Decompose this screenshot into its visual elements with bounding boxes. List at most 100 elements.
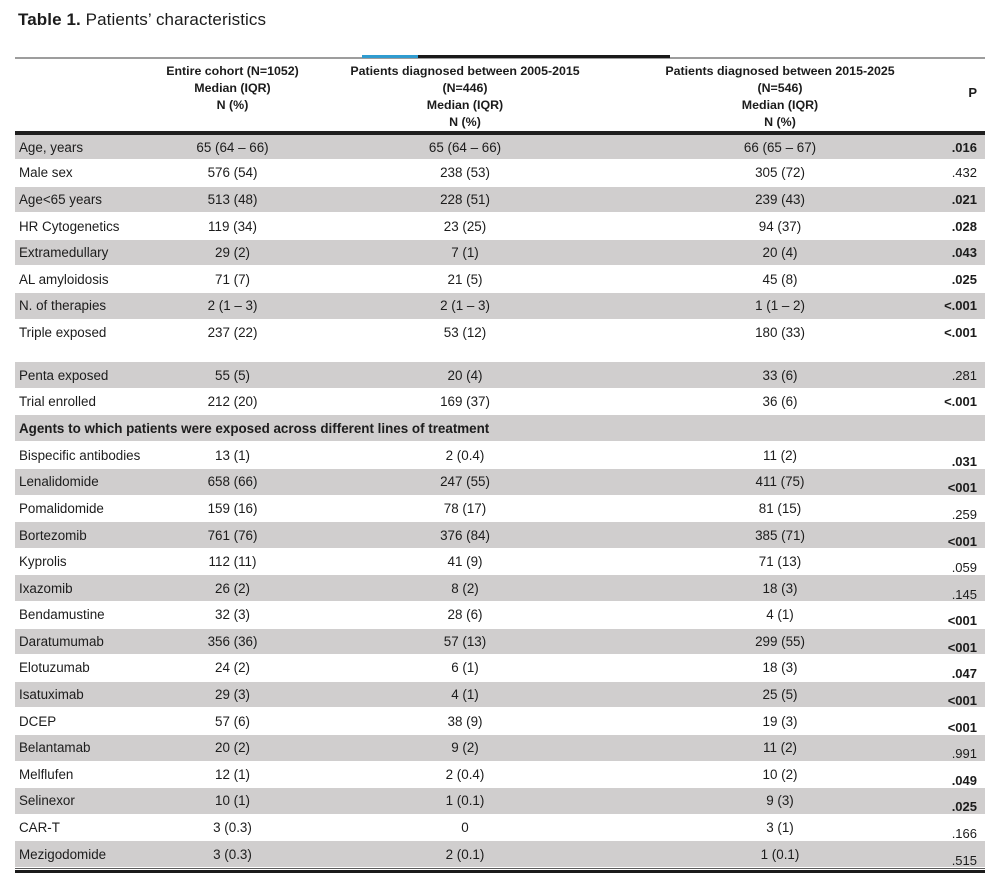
cohort-2005-2015-value-cell: 20 (4): [300, 361, 630, 389]
table-row: Age, years 65 (64 – 66) 65 (64 – 66) 66 (65…: [15, 132, 985, 161]
table-row: Triple exposed 237 (22) 53 (12) 180 (33) <.0…: [15, 318, 985, 347]
table-bottom-rule: [15, 867, 985, 874]
cohort-2015-2025-value-cell: 11 (2): [630, 441, 930, 470]
section-header-row: Agents to which patients were exposed ac…: [15, 414, 985, 443]
p-value-cell: <001: [930, 601, 985, 629]
entire-cohort-value-cell: 3 (0.3): [165, 813, 300, 842]
header-accent-line-blue: [362, 55, 418, 58]
row-label-cell: Age, years: [15, 132, 165, 161]
table-row: AL amyloidosis 71 (7) 21 (5) 45 (8) .025: [15, 265, 985, 294]
entire-cohort-value-cell: 65 (64 – 66): [165, 132, 300, 161]
p-value: .281: [951, 367, 977, 383]
table-row: Lenalidomide 658 (66) 247 (55) 411 (75) <001: [15, 468, 985, 496]
cohort-2015-2025-value-cell: 1 (1 – 2): [630, 292, 930, 320]
p-value-cell: <001: [930, 707, 985, 735]
cohort-2015-2025-value-cell: 94 (37): [630, 212, 930, 240]
cohort-2005-2015-value-cell: 0: [300, 813, 630, 842]
table-row: Male sex 576 (54) 238 (53) 305 (72) .432: [15, 159, 985, 187]
cohort-2005-2015-value-cell: 2 (0.4): [300, 441, 630, 470]
p-value-cell: .145: [930, 574, 985, 602]
cohort-2005-2015-value-cell: 23 (25): [300, 212, 630, 240]
table-row: N. of therapies 2 (1 – 3) 2 (1 – 3) 1 (1 – …: [15, 292, 985, 320]
p-value-cell: <001: [930, 468, 985, 496]
entire-cohort-value-cell: 32 (3): [165, 601, 300, 629]
cohort-2005-2015-value-cell: 9 (2): [300, 733, 630, 762]
cohort-2005-2015-value-cell: 28 (6): [300, 601, 630, 629]
entire-cohort-value-cell: 26 (2): [165, 574, 300, 602]
cohort-2015-2025-value-cell: 20 (4): [630, 238, 930, 267]
header-accent-line-black: [418, 55, 670, 58]
row-label-cell: Penta exposed: [15, 361, 165, 389]
cohort-2015-2025-value-cell: 18 (3): [630, 574, 930, 602]
p-value-cell: .043: [930, 238, 985, 267]
row-label-cell: Triple exposed: [15, 318, 165, 347]
entire-cohort-value-cell: 159 (16): [165, 494, 300, 523]
cohort-2005-2015-value-cell: 2 (0.4): [300, 760, 630, 789]
table-row: Elotuzumab 24 (2) 6 (1) 18 (3) .047: [15, 654, 985, 682]
p-value-cell: .031: [930, 441, 985, 470]
cohort-2015-2025-value-cell: 66 (65 – 67): [630, 132, 930, 161]
cohort-2015-2025-value-cell: 3 (1): [630, 813, 930, 842]
cohort-2015-2025-value-cell: 1 (0.1): [630, 840, 930, 868]
p-value: .991: [951, 746, 977, 762]
table-row: Selinexor 10 (1) 1 (0.1) 9 (3) .025: [15, 787, 985, 815]
cohort-2005-2015-value-cell: 2 (1 – 3): [300, 292, 630, 320]
p-value: .031: [951, 453, 977, 469]
p-value: .043: [951, 245, 977, 261]
row-label-cell: Kyprolis: [15, 547, 165, 576]
entire-cohort-value-cell: 212 (20): [165, 387, 300, 416]
table-body: Age, years 65 (64 – 66) 65 (64 – 66) 66 (65…: [15, 132, 985, 868]
row-label-cell: Isatuximab: [15, 680, 165, 709]
row-label-cell: Male sex: [15, 159, 165, 187]
entire-cohort-value-cell: 658 (66): [165, 468, 300, 496]
cohort-2005-2015-value-cell: 38 (9): [300, 707, 630, 735]
p-value: .025: [951, 271, 977, 287]
p-value-cell: .059: [930, 547, 985, 576]
entire-cohort-value-cell: 761 (76): [165, 521, 300, 549]
p-value-cell: <001: [930, 627, 985, 656]
table-row: Melflufen 12 (1) 2 (0.4) 10 (2) .049: [15, 760, 985, 789]
p-value-cell: .991: [930, 733, 985, 762]
table-title: Table 1. Patients’ characteristics: [18, 10, 266, 30]
cohort-2005-2015-value-cell: 41 (9): [300, 547, 630, 576]
p-value-cell: .432: [930, 159, 985, 187]
row-label-cell: Belantamab: [15, 733, 165, 762]
header-line: N (%): [764, 115, 796, 129]
p-value-cell: <001: [930, 521, 985, 549]
cohort-2005-2015-value-cell: 65 (64 – 66): [300, 132, 630, 161]
p-value: <001: [947, 719, 977, 735]
header-line: N (%): [216, 98, 249, 112]
cohort-2005-2015-value-cell: 8 (2): [300, 574, 630, 602]
p-value-cell: <.001: [930, 318, 985, 347]
row-label-cell: CAR-T: [15, 813, 165, 842]
p-value-cell: .028: [930, 212, 985, 240]
table-row: Ixazomib 26 (2) 8 (2) 18 (3) .145: [15, 574, 985, 602]
header-p-value: P: [930, 58, 985, 135]
cohort-2015-2025-value-cell: 10 (2): [630, 760, 930, 789]
table-row: DCEP 57 (6) 38 (9) 19 (3) <001: [15, 707, 985, 735]
cohort-2005-2015-value-cell: 4 (1): [300, 680, 630, 709]
p-value-cell: .025: [930, 787, 985, 815]
entire-cohort-value-cell: 3 (0.3): [165, 840, 300, 868]
p-value: .059: [951, 560, 977, 576]
p-value-cell: <.001: [930, 292, 985, 320]
cohort-2015-2025-value-cell: 385 (71): [630, 521, 930, 549]
p-value: .432: [951, 165, 977, 181]
row-label-cell: Ixazomib: [15, 574, 165, 602]
p-value: <.001: [944, 324, 977, 340]
row-label-cell: Selinexor: [15, 787, 165, 815]
p-value-cell: .021: [930, 185, 985, 214]
cohort-2015-2025-value-cell: 81 (15): [630, 494, 930, 523]
cohort-2005-2015-value-cell: 78 (17): [300, 494, 630, 523]
table-row: Age<65 years 513 (48) 228 (51) 239 (43) .021: [15, 185, 985, 214]
p-value: .028: [951, 218, 977, 234]
table-row: CAR-T 3 (0.3) 0 3 (1) .166: [15, 813, 985, 842]
bottom-rule-thin-line: [15, 867, 985, 869]
cohort-2015-2025-value-cell: 36 (6): [630, 387, 930, 416]
cohort-2005-2015-value-cell: 238 (53): [300, 159, 630, 187]
p-value-cell: .047: [930, 654, 985, 682]
cohort-2005-2015-value-cell: 7 (1): [300, 238, 630, 267]
table-row: Pomalidomide 159 (16) 78 (17) 81 (15) .259: [15, 494, 985, 523]
entire-cohort-value-cell: 29 (2): [165, 238, 300, 267]
cohort-2015-2025-value-cell: 45 (8): [630, 265, 930, 294]
